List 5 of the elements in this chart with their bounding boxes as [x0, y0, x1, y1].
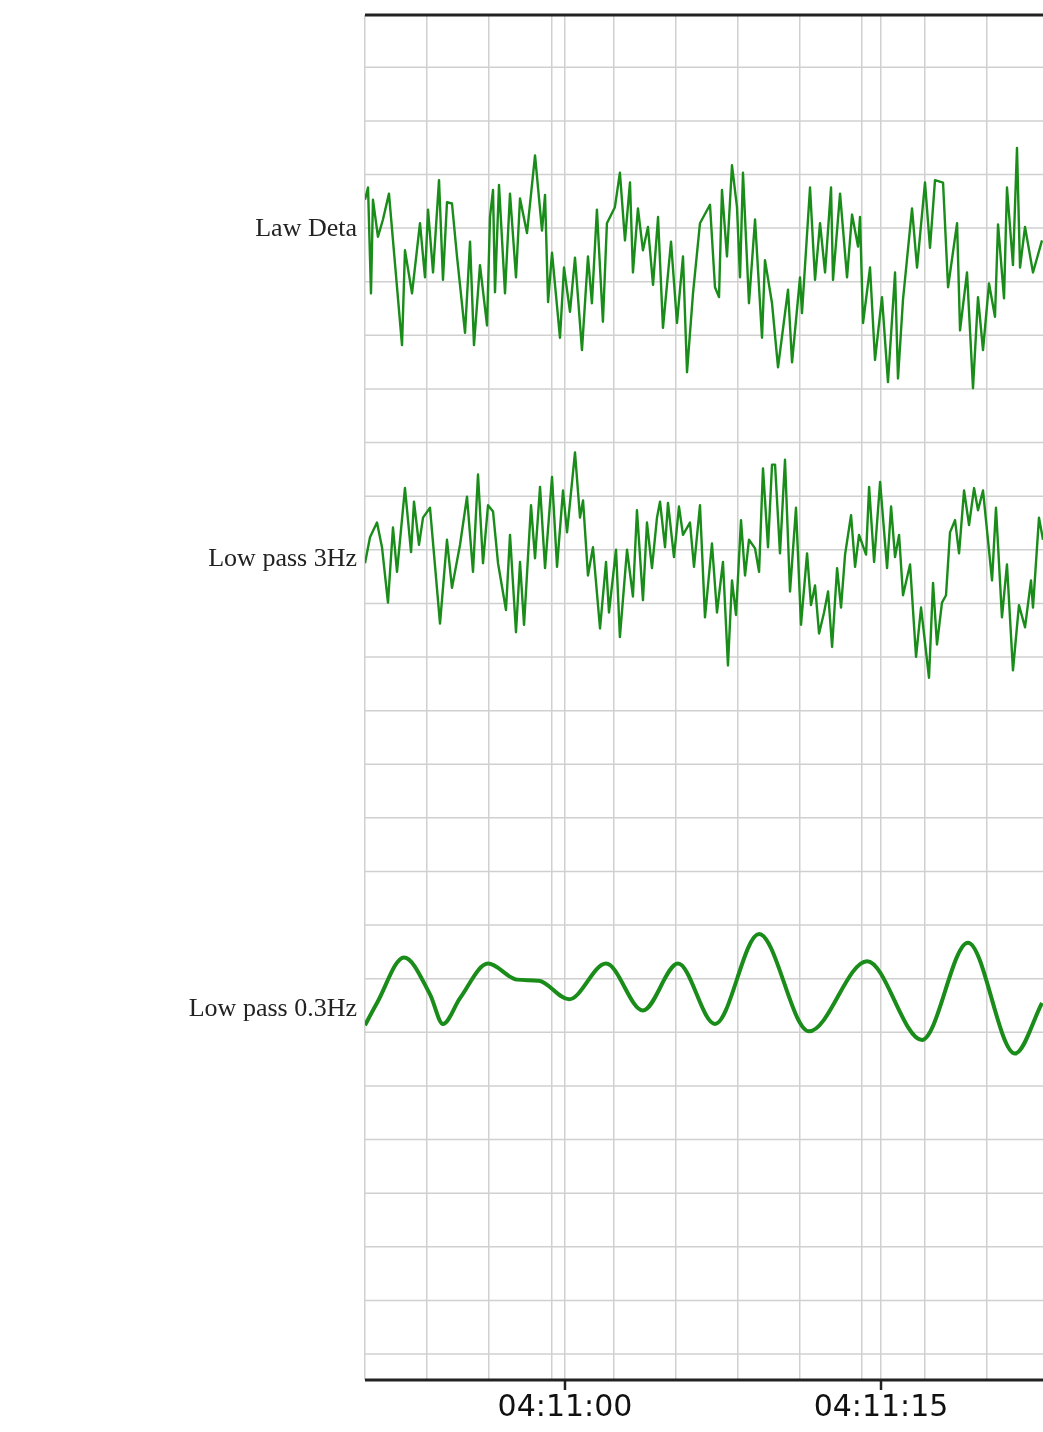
series-label: Low pass 3Hz	[208, 542, 357, 572]
x-tick-label: 04:11:15	[813, 1387, 949, 1423]
x-tick-label: 04:11:00	[497, 1387, 633, 1423]
series-label: Law Deta	[255, 212, 358, 242]
series-label: Low pass 0.3Hz	[188, 992, 357, 1022]
